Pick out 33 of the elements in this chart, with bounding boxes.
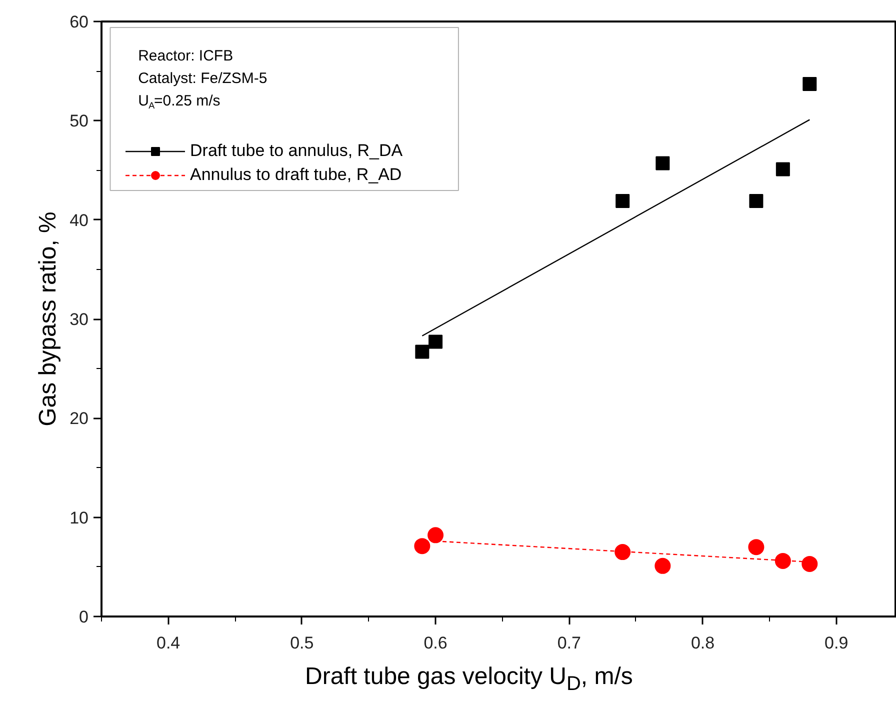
legend-label: Annulus to draft tube, R_AD [190,165,402,185]
annotation: Reactor: ICFB [138,48,234,65]
point [614,544,631,560]
point [616,194,630,208]
point [428,527,444,544]
y-tick-label: 0 [79,608,89,626]
x-tick-label: 0.6 [424,634,448,652]
x-tick-label: 0.4 [156,634,180,652]
y-tick-label: 60 [70,12,89,32]
x-axis-title: Draft tube gas velocity U$_{D}$, m/s [305,662,633,697]
legend-label: Draft tube to annulus, R_DA [190,141,403,161]
y-axis-title: Gas bypass ratio, % [34,212,62,426]
annotation: Catalyst: Fe/ZSM-5 [138,70,268,88]
y-tick-label: 50 [70,112,89,131]
y-tick-label: 10 [70,508,89,528]
point [654,558,671,574]
y-tick-label: 40 [70,210,89,230]
y-tick-label: 20 [70,409,89,428]
x-tick-label: 0.8 [690,634,715,652]
point [414,538,430,554]
y-tick-label: 30 [70,310,89,329]
point [415,344,430,359]
point [656,156,670,170]
point [428,334,443,349]
x-tick-label: 0.5 [290,634,314,652]
point [802,556,818,572]
point [749,194,764,208]
point [776,162,790,176]
point [802,76,817,91]
x-tick-label: 0.7 [557,634,581,652]
x-tick-label: 0.9 [824,634,848,652]
point [748,539,764,556]
point [774,552,791,569]
